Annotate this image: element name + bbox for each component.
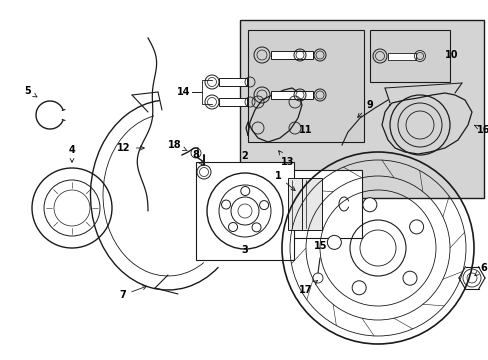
Circle shape xyxy=(259,201,268,210)
Text: 13: 13 xyxy=(278,151,294,167)
FancyBboxPatch shape xyxy=(219,78,246,86)
FancyBboxPatch shape xyxy=(219,98,246,106)
Text: 1: 1 xyxy=(274,171,295,190)
FancyBboxPatch shape xyxy=(270,91,312,99)
FancyBboxPatch shape xyxy=(387,53,415,59)
Text: 16: 16 xyxy=(473,125,488,135)
Text: 7: 7 xyxy=(120,286,146,300)
Text: 8: 8 xyxy=(192,150,202,165)
FancyBboxPatch shape xyxy=(240,20,483,198)
Text: 3: 3 xyxy=(241,245,248,255)
Circle shape xyxy=(402,271,416,285)
Circle shape xyxy=(221,200,230,209)
Text: 4: 4 xyxy=(68,145,75,162)
Circle shape xyxy=(240,186,249,195)
Circle shape xyxy=(362,198,376,212)
FancyBboxPatch shape xyxy=(280,170,361,238)
Circle shape xyxy=(251,223,261,232)
FancyBboxPatch shape xyxy=(302,178,321,230)
Text: 15: 15 xyxy=(314,241,327,251)
Text: 5: 5 xyxy=(24,86,37,97)
FancyBboxPatch shape xyxy=(287,178,307,230)
FancyBboxPatch shape xyxy=(369,30,449,82)
Circle shape xyxy=(326,235,341,249)
Circle shape xyxy=(409,220,423,234)
Text: 18: 18 xyxy=(168,140,187,151)
Text: 12: 12 xyxy=(117,143,144,153)
Text: 9: 9 xyxy=(357,100,373,117)
Circle shape xyxy=(228,222,237,231)
Text: 10: 10 xyxy=(445,50,458,60)
Text: 2: 2 xyxy=(241,151,248,161)
FancyBboxPatch shape xyxy=(270,51,312,59)
Circle shape xyxy=(351,281,366,295)
Text: 11: 11 xyxy=(299,125,312,135)
Text: 17: 17 xyxy=(299,280,317,295)
FancyBboxPatch shape xyxy=(247,30,363,142)
Text: 14: 14 xyxy=(177,87,190,97)
Text: 6: 6 xyxy=(474,263,487,276)
FancyBboxPatch shape xyxy=(196,162,293,260)
